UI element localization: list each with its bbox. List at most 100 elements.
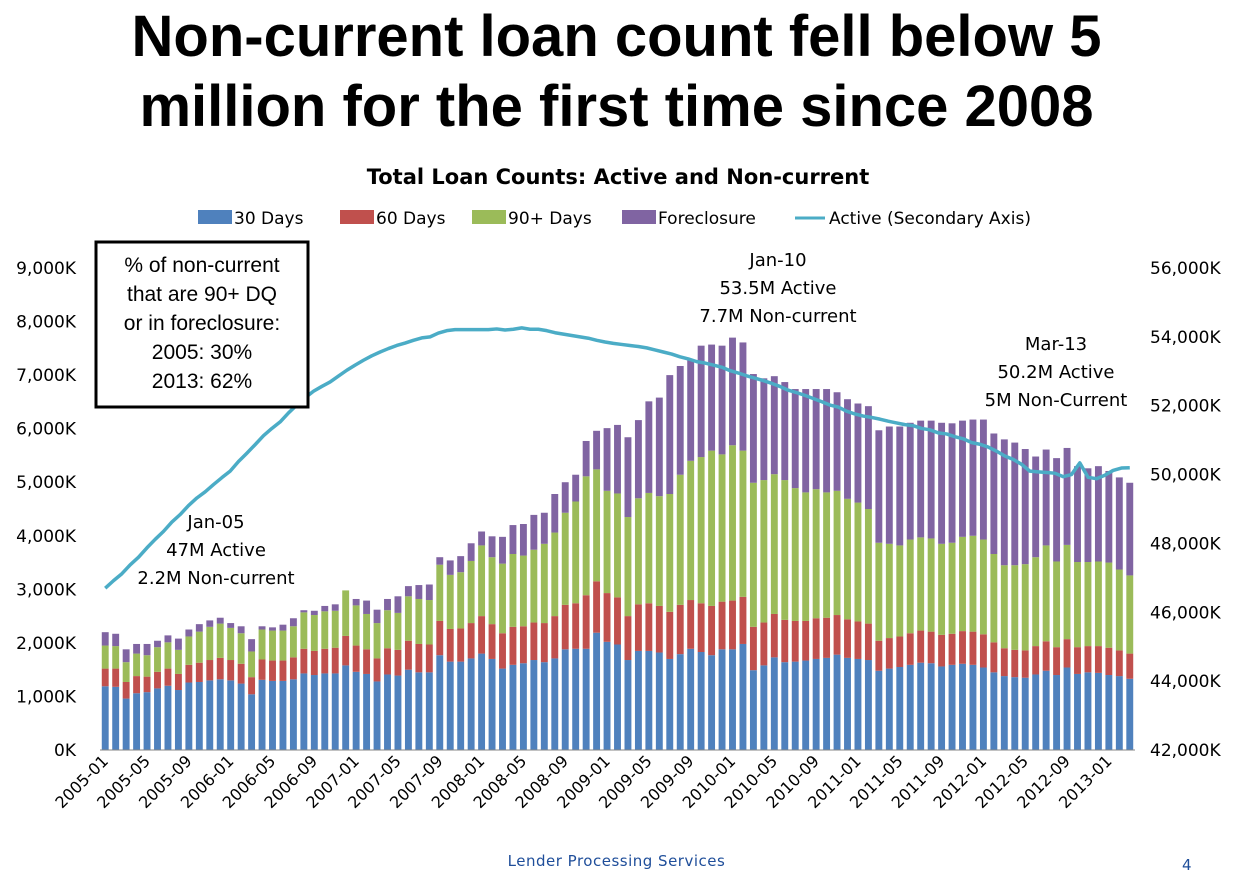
bar-90plus-days	[561, 512, 569, 605]
bar-30-days	[802, 660, 810, 750]
bar-30-days	[174, 690, 182, 750]
bar-foreclosure	[990, 433, 998, 554]
bar-foreclosure	[237, 626, 245, 634]
annotation-0-line: 2.2M Non-current	[137, 568, 294, 589]
bar-30-days	[425, 672, 433, 750]
bar-foreclosure	[718, 345, 726, 455]
bar-30-days	[1021, 677, 1029, 750]
bar-foreclosure	[519, 524, 527, 556]
legend-label-1: 60 Days	[376, 209, 446, 229]
bar-foreclosure	[1063, 447, 1071, 545]
y-right-tick-label: 48,000K	[1150, 534, 1221, 554]
bar-60-days	[655, 605, 663, 653]
bar-90plus-days	[634, 498, 642, 605]
bar-60-days	[1074, 647, 1081, 674]
noncurrent-share-text: 2013: 62%	[152, 370, 252, 393]
bar-90plus-days	[603, 490, 611, 594]
bar-30-days	[938, 666, 946, 750]
bar-30-days	[384, 674, 391, 750]
bar-foreclosure	[781, 382, 789, 481]
bar-60-days	[917, 630, 925, 663]
bar-90plus-days	[844, 498, 851, 620]
bar-30-days	[624, 660, 632, 750]
bar-30-days	[216, 679, 224, 750]
bar-30-days	[446, 661, 454, 750]
bar-90plus-days	[258, 629, 266, 660]
bar-60-days	[1021, 650, 1029, 678]
bar-90plus-days	[373, 623, 381, 659]
bar-90plus-days	[802, 492, 810, 621]
bar-60-days	[561, 604, 569, 650]
bar-90plus-days	[1053, 561, 1061, 648]
bar-90plus-days	[1063, 544, 1071, 640]
bar-foreclosure	[185, 629, 193, 637]
bar-60-days	[425, 644, 433, 673]
bar-60-days	[457, 628, 465, 662]
bar-30-days	[195, 681, 203, 750]
bar-90plus-days	[896, 545, 904, 637]
bar-60-days	[478, 616, 486, 654]
noncurrent-share-box	[94, 240, 310, 409]
bar-30-days	[164, 685, 172, 750]
bar-foreclosure	[394, 596, 402, 613]
bar-90plus-days	[1000, 565, 1008, 649]
y-left-tick-label: 1,000K	[16, 687, 77, 707]
bar-foreclosure	[969, 419, 977, 536]
legend-label-3: Foreclosure	[658, 209, 756, 229]
bar-30-days	[1094, 672, 1102, 750]
bar-60-days	[394, 649, 402, 676]
bar-30-days	[917, 662, 925, 750]
bar-foreclosure	[1094, 466, 1102, 562]
bar-60-days	[729, 600, 736, 650]
bar-60-days	[1042, 641, 1050, 671]
bar-30-days	[467, 658, 475, 750]
bar-30-days	[248, 694, 256, 750]
bar-90plus-days	[530, 549, 538, 623]
bar-90plus-days	[927, 538, 935, 632]
bar-60-days	[415, 643, 423, 673]
headline: Non-current loan count fell below 5 mill…	[0, 2, 1233, 142]
bar-90plus-days	[248, 651, 256, 678]
headline-line-1: Non-current loan count fell below 5	[131, 4, 1102, 69]
bar-60-days	[885, 638, 893, 669]
bar-foreclosure	[1105, 470, 1113, 563]
bar-90plus-days	[1042, 545, 1050, 642]
bar-90plus-days	[655, 496, 663, 606]
bar-60-days	[289, 657, 297, 680]
bar-60-days	[540, 623, 548, 663]
bar-30-days	[1042, 670, 1050, 750]
bar-30-days	[718, 649, 726, 750]
bar-foreclosure	[729, 337, 736, 446]
bar-90plus-days	[457, 572, 465, 629]
bar-30-days	[875, 670, 883, 750]
bar-60-days	[593, 581, 601, 633]
bar-30-days	[1063, 667, 1071, 750]
bar-90plus-days	[164, 642, 172, 669]
bar-60-days	[844, 619, 851, 658]
bar-foreclosure	[917, 420, 925, 538]
bar-30-days	[321, 673, 329, 750]
bar-60-days	[770, 613, 778, 658]
bar-90plus-days	[269, 630, 276, 661]
bar-60-days	[603, 593, 611, 642]
bar-90plus-days	[917, 537, 925, 631]
bar-90plus-days	[1126, 575, 1134, 654]
bar-foreclosure	[446, 560, 454, 575]
bar-30-days	[279, 680, 287, 750]
annotation-0-line: Jan-05	[186, 512, 244, 533]
bar-30-days	[572, 648, 580, 750]
bar-60-days	[436, 620, 444, 656]
bar-foreclosure	[802, 389, 810, 493]
bar-30-days	[593, 632, 601, 750]
bar-foreclosure	[352, 598, 360, 606]
bar-foreclosure	[760, 378, 768, 481]
bar-60-days	[122, 681, 130, 699]
headline-line-2: million for the first time since 2008	[139, 74, 1094, 139]
bar-30-days	[770, 657, 778, 750]
bar-30-days	[363, 673, 371, 750]
bar-30-days	[906, 664, 914, 750]
bar-foreclosure	[248, 639, 256, 652]
bar-30-days	[1074, 673, 1081, 750]
legend-swatch-2	[472, 210, 506, 224]
bar-90plus-days	[133, 653, 141, 677]
